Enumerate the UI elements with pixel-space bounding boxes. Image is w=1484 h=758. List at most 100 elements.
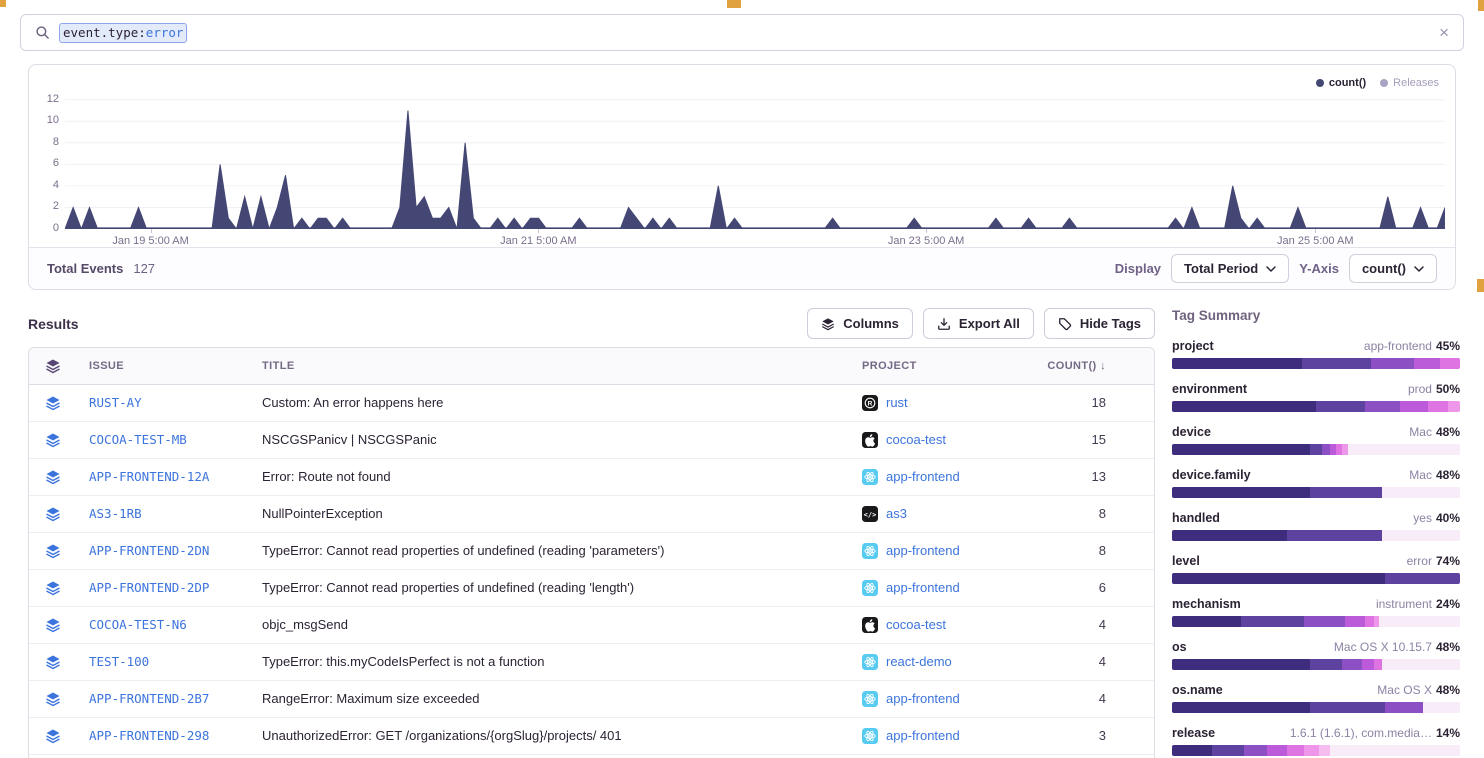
tag-bar-segment[interactable] [1336, 444, 1342, 455]
clear-search-icon[interactable]: × [1439, 23, 1449, 42]
tag-distribution-bar[interactable] [1172, 401, 1460, 412]
tag-bar-segment[interactable] [1310, 444, 1322, 455]
tag-bar-segment[interactable] [1304, 745, 1319, 756]
column-header-issue[interactable]: ISSUE [81, 348, 254, 385]
project-link[interactable]: app-frontend [886, 691, 960, 706]
issue-id-link[interactable]: COCOA-TEST-N6 [89, 617, 187, 632]
tag-bar-segment[interactable] [1172, 573, 1386, 584]
tag-bar-segment[interactable] [1287, 745, 1305, 756]
tag-distribution-bar[interactable] [1172, 702, 1460, 713]
tag-distribution-bar[interactable] [1172, 487, 1460, 498]
tag-summary-row[interactable]: mechanism instrument 24% [1172, 597, 1460, 627]
issue-id-link[interactable]: APP-FRONTEND-12A [89, 469, 210, 484]
issue-id-link[interactable]: APP-FRONTEND-2DP [89, 580, 210, 595]
tag-bar-segment[interactable] [1172, 358, 1302, 369]
project-link[interactable]: app-frontend [886, 469, 960, 484]
y-axis-dropdown[interactable]: count() [1348, 254, 1437, 283]
tag-summary-row[interactable]: os Mac OS X 10.15.7 48% [1172, 640, 1460, 670]
tag-bar-segment[interactable] [1373, 616, 1380, 627]
project-link[interactable]: as3 [886, 506, 907, 521]
tag-bar-segment[interactable] [1172, 745, 1213, 756]
columns-button[interactable]: Columns [807, 308, 913, 339]
tag-distribution-bar[interactable] [1172, 530, 1460, 541]
tag-bar-segment[interactable] [1413, 358, 1440, 369]
tag-summary-row[interactable]: handled yes 40% [1172, 511, 1460, 541]
legend-item-releases[interactable]: Releases [1380, 77, 1439, 89]
tag-bar-segment[interactable] [1172, 401, 1316, 412]
tag-bar-segment[interactable] [1347, 444, 1460, 455]
tag-bar-segment[interactable] [1241, 616, 1305, 627]
search-input[interactable]: event.type:error × [20, 14, 1464, 51]
tag-bar-segment[interactable] [1304, 616, 1345, 627]
tag-distribution-bar[interactable] [1172, 745, 1460, 756]
legend-item-count[interactable]: count() [1315, 77, 1366, 89]
issue-id-link[interactable]: APP-FRONTEND-2DN [89, 543, 210, 558]
tag-bar-segment[interactable] [1385, 573, 1460, 584]
tag-bar-segment[interactable] [1321, 444, 1331, 455]
tag-bar-segment[interactable] [1364, 616, 1374, 627]
issue-id-link[interactable]: APP-FRONTEND-298 [89, 728, 210, 743]
tag-bar-segment[interactable] [1318, 745, 1331, 756]
tag-bar-segment[interactable] [1399, 401, 1429, 412]
column-header-count[interactable]: COUNT() ↓ [1039, 348, 1154, 385]
tag-bar-segment[interactable] [1310, 487, 1383, 498]
tag-bar-segment[interactable] [1172, 487, 1311, 498]
column-header-title[interactable]: TITLE [254, 348, 854, 385]
tag-distribution-bar[interactable] [1172, 358, 1460, 369]
tag-summary-row[interactable]: release 1.6.1 (1.6.1), com.media… 14% [1172, 726, 1460, 756]
issue-stack-header-icon[interactable] [29, 348, 81, 385]
tag-bar-segment[interactable] [1382, 487, 1460, 498]
tag-summary-row[interactable]: level error 74% [1172, 554, 1460, 584]
tag-summary-row[interactable]: project app-frontend 45% [1172, 339, 1460, 369]
tag-summary-row[interactable]: device Mac 48% [1172, 425, 1460, 455]
tag-bar-segment[interactable] [1344, 616, 1365, 627]
hide-tags-button[interactable]: Hide Tags [1043, 308, 1155, 339]
project-link[interactable]: cocoa-test [886, 617, 946, 632]
export-all-button[interactable]: Export All [922, 308, 1034, 339]
project-link[interactable]: app-frontend [886, 580, 960, 595]
tag-distribution-bar[interactable] [1172, 573, 1460, 584]
issue-id-link[interactable]: TEST-100 [89, 654, 150, 669]
tag-distribution-bar[interactable] [1172, 444, 1460, 455]
chart-plot-area[interactable] [65, 89, 1445, 229]
column-header-project[interactable]: PROJECT [854, 348, 1039, 385]
tag-bar-segment[interactable] [1341, 444, 1348, 455]
tag-bar-segment[interactable] [1267, 745, 1288, 756]
tag-bar-segment[interactable] [1172, 616, 1242, 627]
tag-bar-segment[interactable] [1385, 702, 1423, 713]
tag-bar-segment[interactable] [1448, 401, 1460, 412]
project-link[interactable]: rust [886, 395, 908, 410]
tag-bar-segment[interactable] [1370, 358, 1414, 369]
tag-bar-segment[interactable] [1330, 745, 1460, 756]
tag-bar-segment[interactable] [1379, 616, 1460, 627]
tag-summary-row[interactable]: device.family Mac 48% [1172, 468, 1460, 498]
tag-bar-segment[interactable] [1310, 659, 1342, 670]
project-link[interactable]: react-demo [886, 654, 952, 669]
search-query-token[interactable]: event.type:error [59, 22, 188, 43]
tag-bar-segment[interactable] [1172, 702, 1311, 713]
tag-bar-segment[interactable] [1172, 530, 1288, 541]
tag-bar-segment[interactable] [1382, 530, 1460, 541]
tag-bar-segment[interactable] [1301, 358, 1371, 369]
tag-distribution-bar[interactable] [1172, 659, 1460, 670]
tag-bar-segment[interactable] [1364, 401, 1400, 412]
tag-bar-segment[interactable] [1382, 659, 1460, 670]
tag-bar-segment[interactable] [1172, 659, 1311, 670]
issue-id-link[interactable]: APP-FRONTEND-2B7 [89, 691, 210, 706]
project-link[interactable]: app-frontend [886, 543, 960, 558]
tag-bar-segment[interactable] [1243, 745, 1268, 756]
tag-bar-segment[interactable] [1428, 401, 1449, 412]
issue-id-link[interactable]: RUST-AY [89, 395, 142, 410]
tag-bar-segment[interactable] [1439, 358, 1460, 369]
tag-bar-segment[interactable] [1212, 745, 1244, 756]
tag-bar-segment[interactable] [1362, 659, 1374, 670]
tag-distribution-bar[interactable] [1172, 616, 1460, 627]
project-link[interactable]: app-frontend [886, 728, 960, 743]
tag-bar-segment[interactable] [1172, 444, 1311, 455]
tag-summary-row[interactable]: environment prod 50% [1172, 382, 1460, 412]
tag-summary-row[interactable]: os.name Mac OS X 48% [1172, 683, 1460, 713]
issue-id-link[interactable]: AS3-1RB [89, 506, 142, 521]
display-dropdown[interactable]: Total Period [1171, 254, 1290, 283]
project-link[interactable]: cocoa-test [886, 432, 946, 447]
issue-id-link[interactable]: COCOA-TEST-MB [89, 432, 187, 447]
